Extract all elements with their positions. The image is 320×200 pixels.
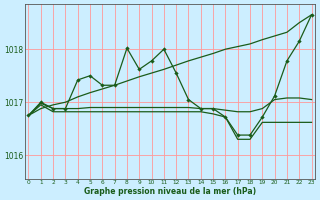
X-axis label: Graphe pression niveau de la mer (hPa): Graphe pression niveau de la mer (hPa): [84, 187, 256, 196]
